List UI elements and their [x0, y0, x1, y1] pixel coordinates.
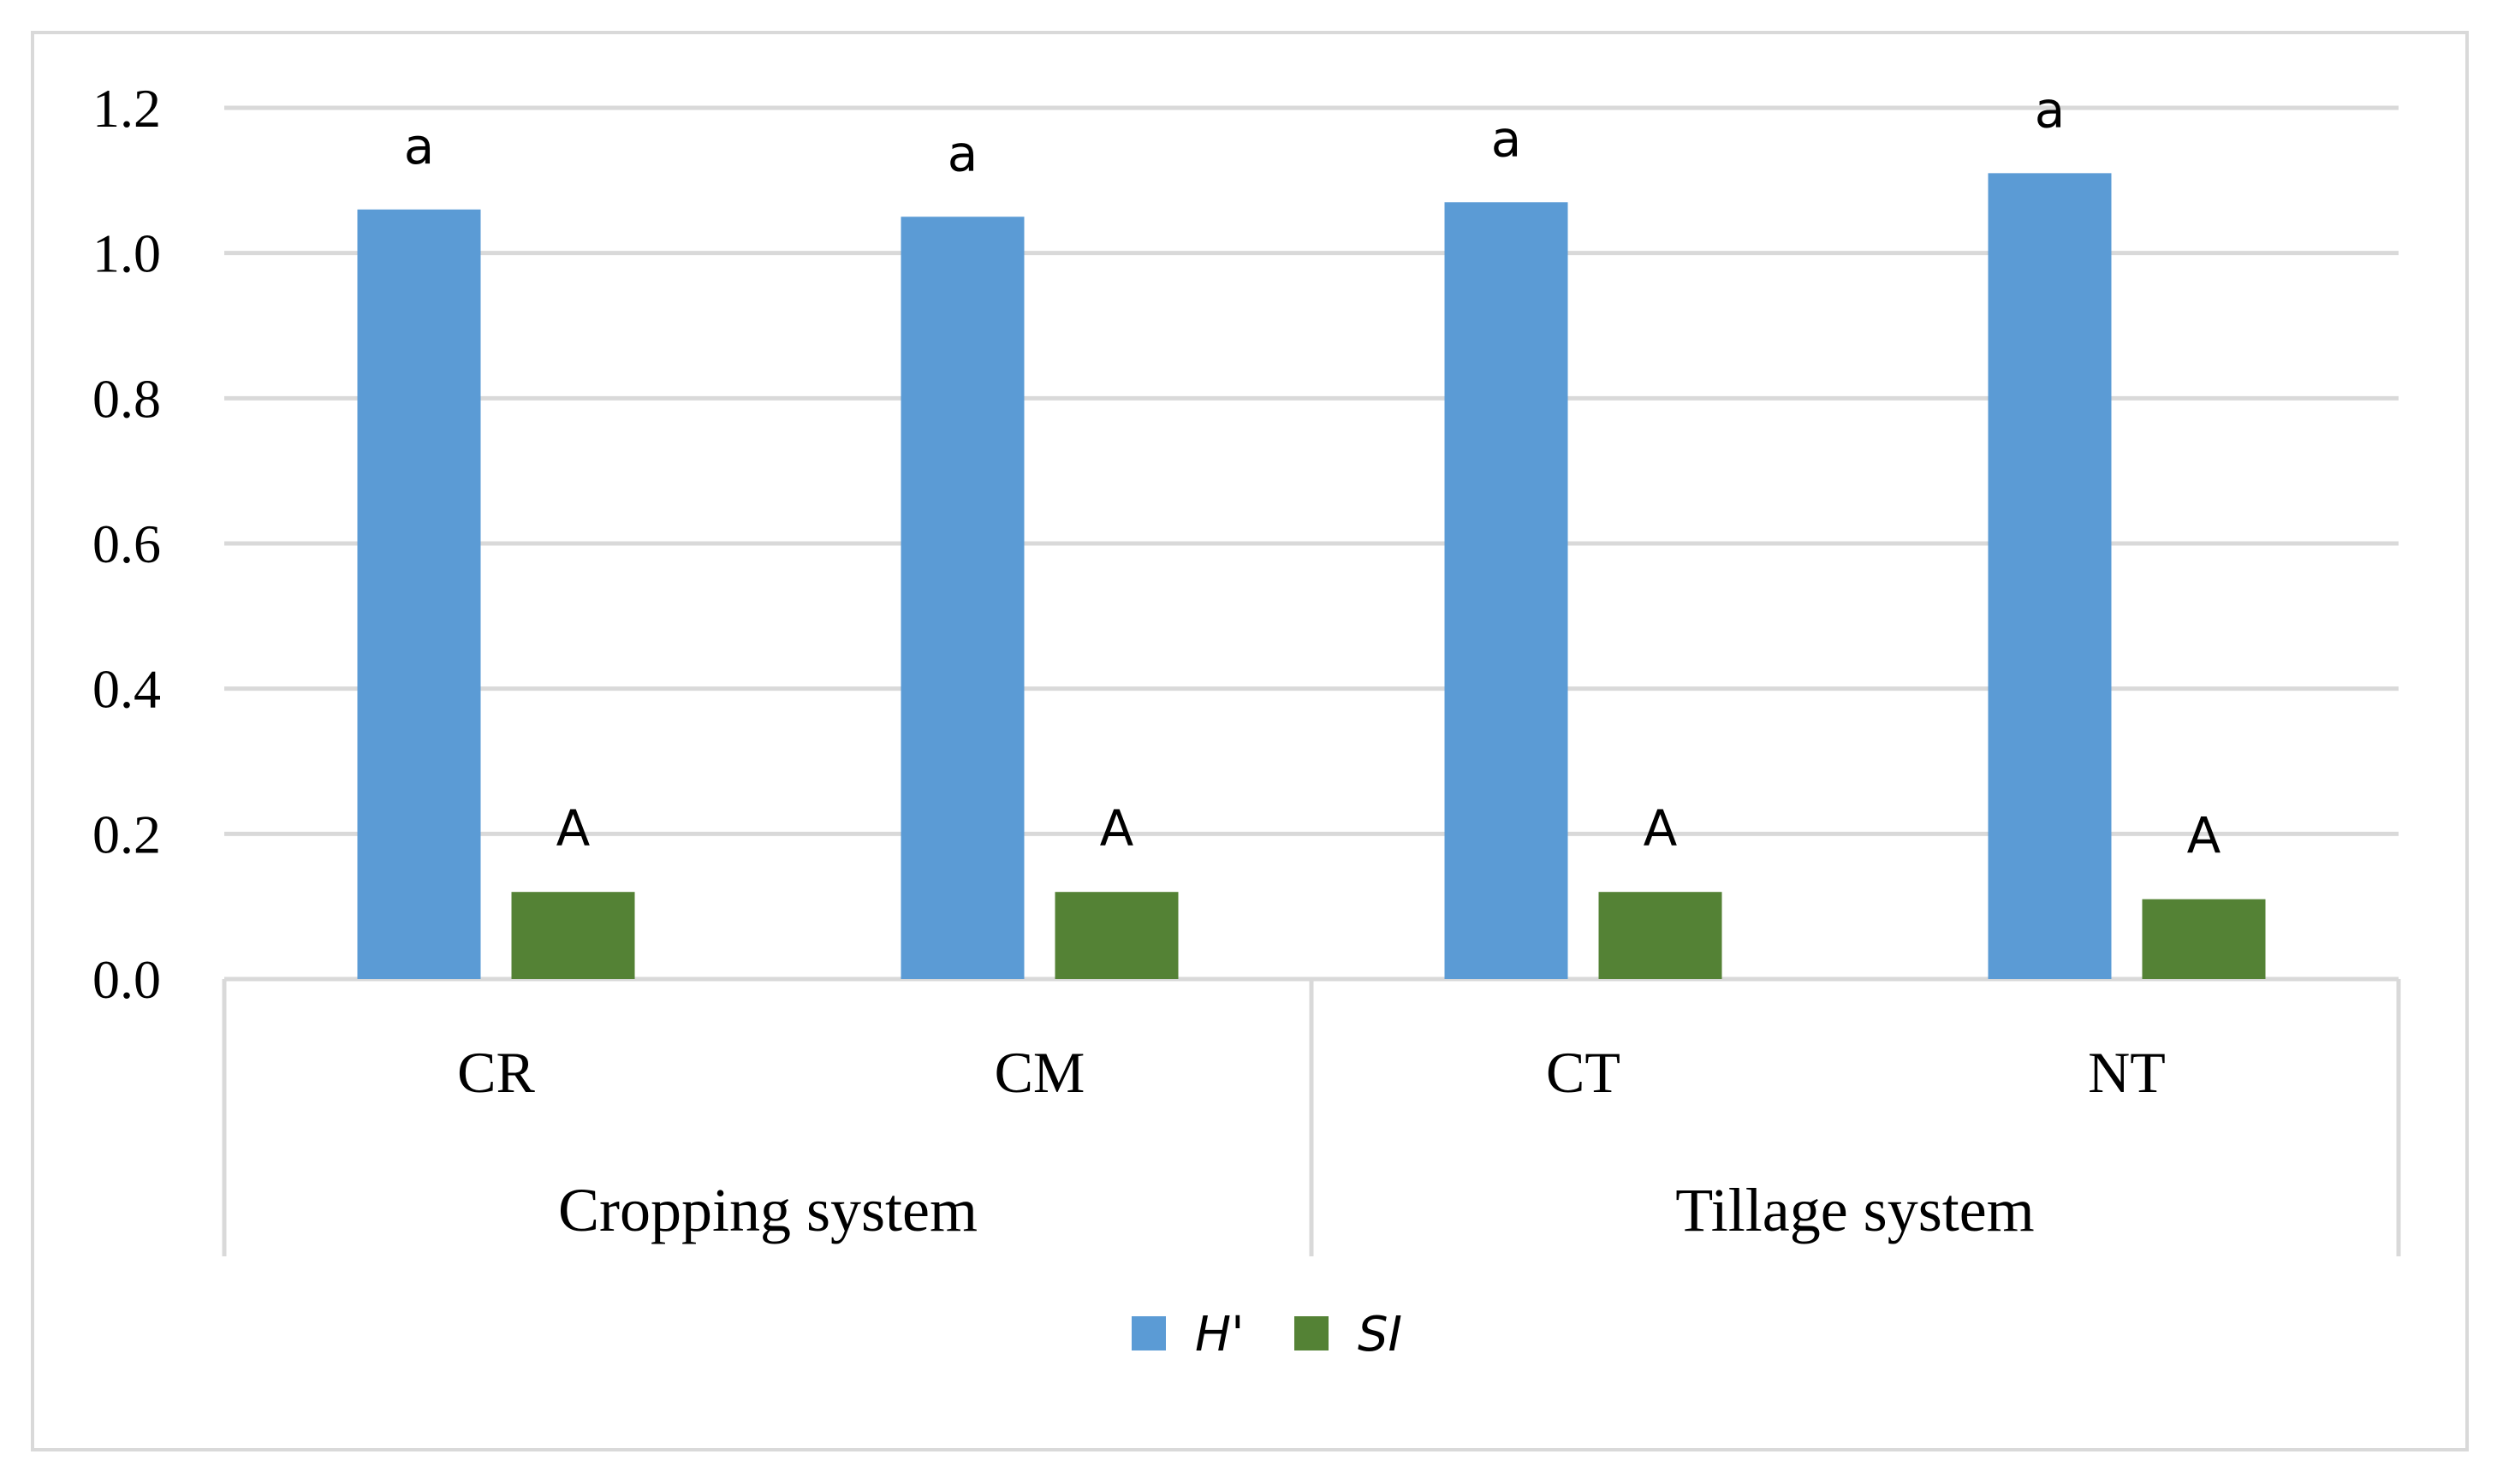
legend-swatch	[1132, 1316, 1166, 1350]
bar	[901, 217, 1025, 979]
y-tick-label: 1.2	[92, 78, 161, 139]
bar	[357, 209, 481, 979]
legend-swatch	[1294, 1316, 1329, 1350]
bar	[1055, 892, 1179, 979]
data-label: a	[948, 124, 978, 182]
x-category-label: CR	[457, 1040, 535, 1105]
y-tick-label: 0.8	[92, 368, 161, 429]
data-label: A	[556, 799, 591, 858]
bar	[1988, 173, 2112, 980]
x-category-label: CM	[995, 1040, 1085, 1105]
x-group-label: Tillage system	[1675, 1176, 2034, 1244]
data-label: a	[1491, 110, 1522, 168]
bar	[1598, 892, 1722, 979]
y-tick-label: 0.4	[92, 659, 161, 720]
y-tick-label: 1.0	[92, 223, 161, 284]
data-label: a	[2035, 80, 2066, 139]
data-label: A	[1644, 799, 1678, 858]
y-tick-label: 0.0	[92, 949, 161, 1010]
x-group-label: Cropping system	[558, 1176, 978, 1244]
bar	[2142, 899, 2266, 979]
data-label: A	[2187, 807, 2221, 865]
data-label: a	[404, 117, 435, 175]
data-label: A	[1100, 799, 1134, 858]
legend-label: SI	[1358, 1307, 1402, 1362]
y-tick-label: 0.6	[92, 513, 161, 574]
bar	[1444, 202, 1568, 980]
bar	[511, 892, 635, 979]
legend-label: H'	[1195, 1307, 1245, 1362]
x-category-label: NT	[2088, 1040, 2166, 1105]
y-tick-label: 0.2	[92, 804, 161, 864]
x-category-label: CT	[1546, 1040, 1620, 1105]
